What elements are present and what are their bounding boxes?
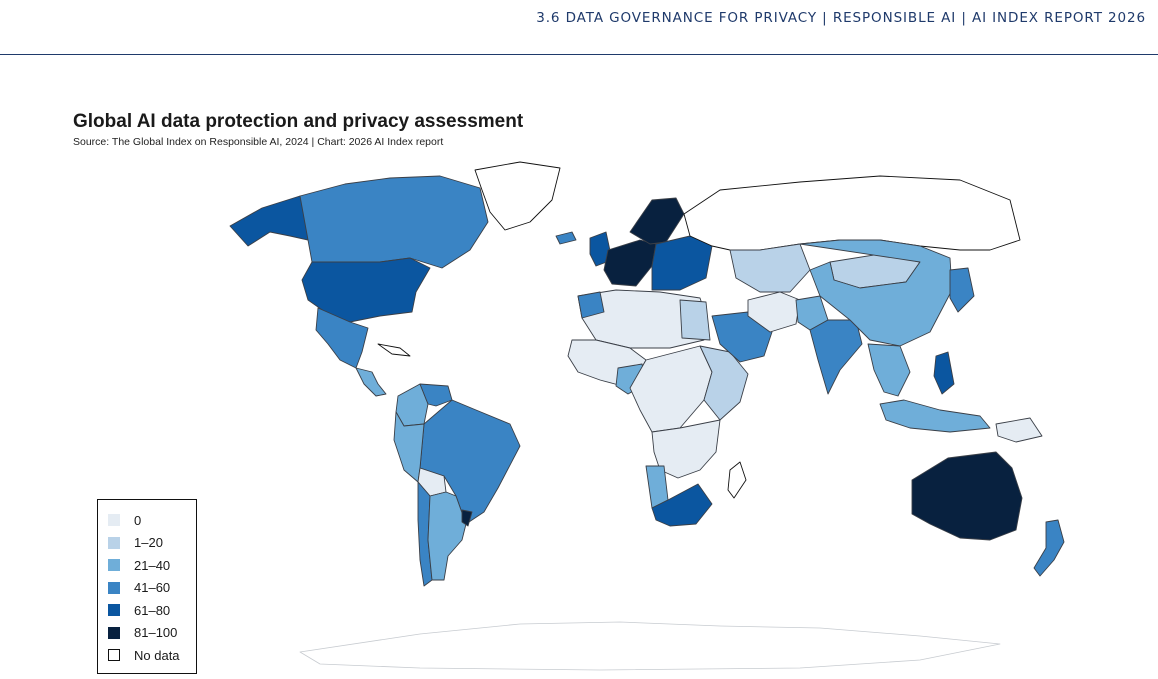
region-new-zealand: [1033, 519, 1065, 577]
legend-item: 61–80: [108, 599, 196, 622]
region-australia: [911, 451, 1023, 541]
legend-swatch: [108, 649, 120, 662]
legend-swatch: [108, 514, 120, 527]
region-india: [809, 319, 863, 395]
region-antarctica: [299, 621, 1001, 671]
region-morocco: [577, 291, 605, 319]
region-southern-africa: [651, 419, 721, 479]
region-southeast-asia: [867, 343, 911, 397]
legend-label: 1–20: [134, 535, 163, 551]
region-central-america: [355, 367, 387, 397]
legend-label: 41–60: [134, 580, 171, 596]
region-madagascar: [727, 461, 747, 499]
region-uruguay: [461, 509, 473, 527]
region-russia: [683, 175, 1021, 251]
legend: 0 1–20 21–40 41–60 61–80 81–100 No data: [97, 499, 197, 674]
region-central-asia: [729, 243, 811, 293]
report-header: 3.6 DATA GOVERNANCE FOR PRIVACY | RESPON…: [536, 10, 1146, 26]
region-japan: [949, 267, 975, 313]
legend-label: No data: [134, 647, 180, 663]
legend-item: 41–60: [108, 577, 196, 600]
legend-item: 1–20: [108, 532, 196, 555]
region-cuba: [377, 343, 411, 357]
legend-item: 0: [108, 509, 196, 532]
region-argentina: [427, 491, 467, 581]
legend-item: No data: [108, 644, 196, 667]
chart-title: Global AI data protection and privacy as…: [73, 111, 524, 132]
legend-label: 0: [134, 512, 142, 528]
region-china: [799, 239, 953, 347]
region-greenland: [474, 161, 561, 231]
region-united-states: [301, 257, 431, 323]
legend-swatch: [108, 581, 120, 594]
region-canada: [299, 175, 489, 269]
region-indonesia: [879, 399, 991, 433]
region-western-europe: [603, 239, 657, 287]
region-alaska: [229, 195, 313, 247]
legend-swatch: [108, 626, 120, 639]
legend-label: 21–40: [134, 557, 171, 573]
legend-swatch: [108, 604, 120, 617]
chart-source: Source: The Global Index on Responsible …: [73, 136, 444, 148]
header-divider: [0, 54, 1158, 55]
legend-label: 81–100: [134, 625, 178, 641]
region-papua-new-guinea: [995, 417, 1043, 443]
region-scandinavia: [629, 197, 685, 245]
region-egypt: [679, 299, 711, 341]
legend-swatch: [108, 559, 120, 572]
region-eastern-europe: [651, 235, 713, 291]
region-philippines: [933, 351, 955, 395]
region-south-africa: [651, 483, 713, 527]
region-venezuela: [419, 383, 453, 407]
legend-label: 61–80: [134, 602, 171, 618]
region-iceland: [555, 231, 577, 245]
legend-item: 81–100: [108, 622, 196, 645]
legend-swatch: [108, 536, 120, 549]
legend-item: 21–40: [108, 554, 196, 577]
